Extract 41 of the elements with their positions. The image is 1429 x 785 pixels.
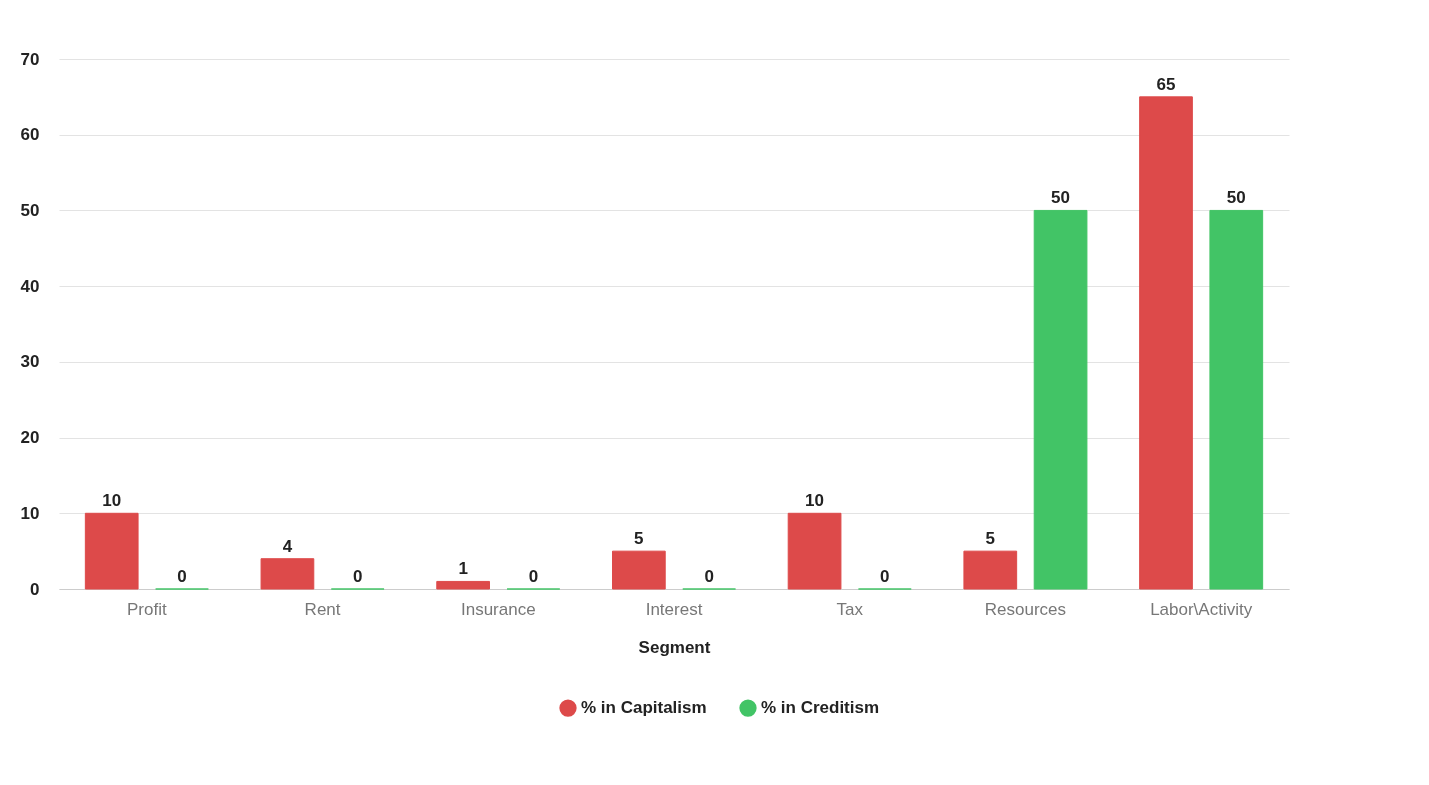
data-label: 1 [458, 559, 468, 579]
x-tick-label: Resources [984, 599, 1067, 619]
bar [1209, 209, 1264, 590]
x-tick-label: Interest [645, 599, 703, 619]
bar [963, 550, 1018, 590]
y-tick-label: 10 [20, 503, 40, 523]
data-label: 50 [1051, 188, 1071, 208]
data-label: 5 [985, 529, 996, 549]
x-tick-label: Rent [304, 599, 341, 619]
x-tick-label: Tax [836, 599, 864, 619]
x-tick-label: Labor\Activity [1150, 599, 1253, 619]
x-tick-label: Insurance [460, 599, 536, 619]
data-label: 0 [352, 567, 363, 586]
bar [84, 512, 139, 590]
data-label: 0 [177, 567, 187, 586]
x-tick-label: Profit [127, 599, 167, 619]
data-label: 50 [1226, 188, 1246, 208]
legend-label: % in Creditism [761, 698, 880, 718]
data-label: 65 [1156, 74, 1176, 94]
y-tick-label: 50 [20, 200, 40, 220]
data-label: 0 [528, 567, 539, 586]
y-tick-label: 60 [20, 125, 40, 145]
y-tick-label: 70 [20, 49, 40, 69]
x-axis-title: Segment [638, 637, 711, 657]
y-tick-label: 30 [20, 352, 40, 372]
data-label: 10 [102, 491, 122, 511]
y-tick-label: 0 [30, 579, 40, 599]
y-tick-label: 40 [20, 276, 40, 296]
data-label: 0 [704, 567, 714, 586]
data-label: 4 [282, 536, 293, 556]
y-tick-label: 20 [20, 428, 40, 448]
bar [1033, 209, 1088, 590]
legend-label: % in Capitalism [581, 698, 707, 718]
bar [787, 512, 842, 590]
bar [612, 550, 666, 590]
data-label: 0 [880, 567, 890, 586]
bar [260, 558, 315, 590]
bar [1139, 96, 1193, 590]
data-label: 10 [805, 491, 825, 511]
bar [436, 580, 490, 590]
data-label: 5 [634, 529, 644, 549]
